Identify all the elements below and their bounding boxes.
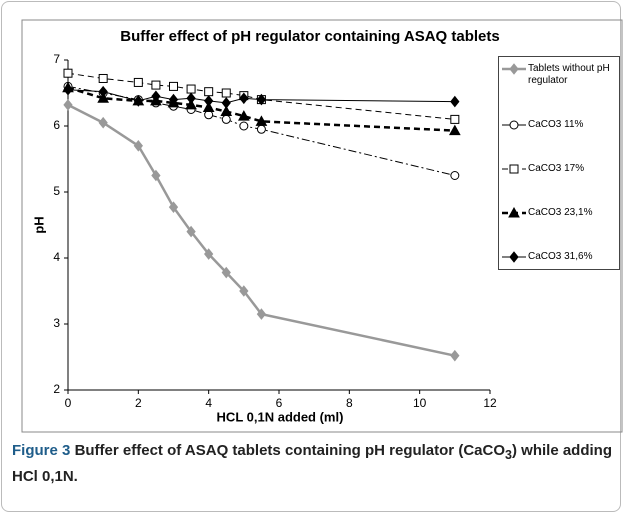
marker [220, 105, 233, 116]
marker [133, 139, 143, 152]
marker [204, 87, 214, 97]
legend-item: CaCO3 17% [501, 163, 617, 175]
y-tick-label: 2 [53, 382, 60, 396]
marker [509, 120, 519, 130]
caption-text: Buffer effect of ASAQ tablets containing… [74, 442, 506, 459]
y-tick-label: 3 [53, 316, 60, 330]
legend-swatch [502, 251, 526, 263]
chart: Buffer effect of pH regulator containing… [21, 19, 623, 433]
marker [133, 95, 143, 107]
marker [186, 84, 196, 94]
marker [239, 121, 249, 131]
y-tick-label: 6 [53, 118, 60, 132]
marker [169, 81, 178, 91]
marker [98, 116, 108, 129]
marker [186, 92, 196, 105]
x-axis-label: HCL 0,1N added (ml) [217, 409, 344, 424]
marker [97, 92, 110, 103]
legend-item: Tablets without pH regulator [501, 63, 617, 87]
marker [256, 124, 266, 134]
marker [221, 266, 231, 279]
marker [151, 169, 161, 182]
x-tick-label: 12 [483, 396, 497, 410]
legend-item: CaCO3 23,1% [501, 207, 617, 219]
marker [98, 85, 108, 98]
x-tick-label: 6 [276, 396, 283, 410]
marker [151, 90, 161, 103]
caption-text: ) while adding HCl 0,1N. [12, 442, 613, 485]
marker [221, 114, 231, 124]
y-tick-label: 7 [53, 52, 60, 66]
marker [256, 93, 267, 106]
chart-title: Buffer effect of pH regulator containing… [120, 28, 499, 45]
marker [509, 63, 519, 75]
marker [151, 80, 161, 90]
marker [448, 124, 461, 136]
marker [186, 225, 196, 238]
marker [239, 92, 249, 105]
legend-label: CaCO3 11% [528, 119, 584, 130]
chart-border [21, 19, 623, 433]
legend: Tablets without pH regulator CaCO3 11% CaC… [498, 56, 620, 270]
x-tick-label: 0 [65, 396, 72, 410]
marker [450, 114, 460, 124]
legend-label: CaCO3 23,1% [528, 207, 593, 218]
y-tick-label: 4 [53, 250, 60, 264]
marker [509, 251, 519, 263]
marker [133, 77, 143, 87]
marker [256, 308, 267, 320]
legend-item: CaCO3 11% [501, 119, 617, 131]
y-tick-label: 5 [53, 184, 60, 198]
marker [63, 68, 73, 78]
x-tick-label: 4 [205, 396, 212, 410]
marker [204, 95, 214, 107]
marker [168, 201, 179, 213]
legend-label: CaCO3 31,6% [528, 251, 593, 262]
marker [98, 73, 108, 83]
legend-label: Tablets without pH regulator [528, 63, 610, 86]
marker [204, 248, 214, 260]
marker [508, 207, 520, 218]
x-tick-label: 2 [135, 396, 142, 410]
caption: Figure 3 Buffer effect of ASAQ tablets c… [12, 440, 612, 488]
legend-item: CaCO3 31,6% [501, 251, 617, 263]
x-tick-label: 8 [346, 396, 353, 410]
caption-label: Figure 3 [12, 442, 71, 459]
marker [63, 99, 73, 111]
marker [509, 164, 519, 174]
marker [185, 98, 197, 110]
marker [239, 285, 249, 297]
marker [450, 349, 460, 362]
marker [450, 95, 460, 108]
marker [202, 101, 215, 113]
marker [450, 171, 460, 180]
legend-label: CaCO3 17% [528, 163, 585, 174]
marker [168, 93, 179, 106]
marker [63, 83, 73, 96]
y-axis-label: pH [31, 216, 46, 233]
legend-swatch [502, 120, 526, 130]
marker [221, 97, 231, 109]
caption-subscript: 3 [505, 448, 512, 462]
legend-swatch [502, 207, 526, 218]
marker [255, 115, 268, 126]
marker [221, 88, 231, 98]
x-tick-label: 10 [413, 396, 427, 410]
marker [237, 110, 250, 121]
legend-swatch [502, 164, 526, 174]
legend-swatch [502, 63, 526, 75]
